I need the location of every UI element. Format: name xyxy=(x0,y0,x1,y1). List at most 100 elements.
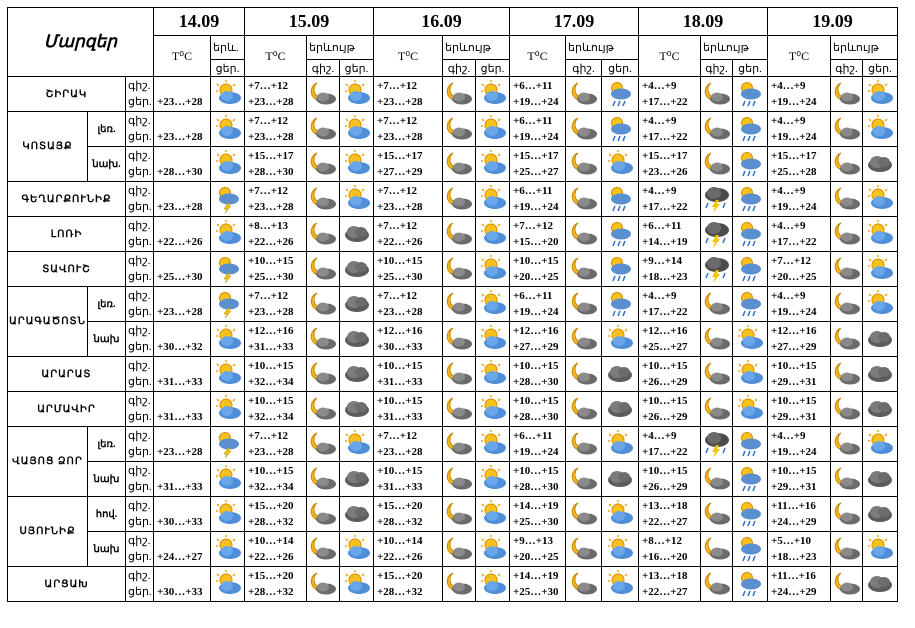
table-row: ԳԵՂԱՐՔՈՒՆԻՔ գիշ. ցեր. +23…+28 +7…+12 +23…+28 +… xyxy=(7,181,898,217)
weather-icon-cell xyxy=(306,391,340,427)
night-temperature: +4…+9 xyxy=(771,290,806,302)
weather-icon-cell xyxy=(339,356,374,392)
temperature-cell: +12…+16 +30…+33 xyxy=(373,321,443,357)
day-label: ցեր. xyxy=(128,236,152,248)
weather-column-header: երևույթ xyxy=(306,35,374,60)
day-temperature: +19…+24 xyxy=(513,201,559,213)
temperature-cell: +7…+12 +23…+28 xyxy=(244,76,307,112)
night-temperature: +10…+15 xyxy=(771,395,817,407)
weather-icon-cell xyxy=(339,496,374,532)
weather-icon-cell xyxy=(210,76,245,112)
weather-icon-cell xyxy=(306,356,340,392)
temperature-cell: +12…+16 +31…+33 xyxy=(244,321,307,357)
moon-cloud-icon xyxy=(834,222,860,245)
day-temperature: +19…+24 xyxy=(771,131,817,143)
region-name: ՇԻՐԱԿ xyxy=(7,76,126,112)
weather-icon-cell xyxy=(862,251,898,287)
weather-icon-cell xyxy=(210,146,245,182)
day-label: ցեր. xyxy=(128,376,152,388)
weather-icon-cell xyxy=(339,251,374,287)
temperature-cell: +10…+15 +26…+29 xyxy=(638,461,701,497)
night-temperature: +15…+20 xyxy=(377,570,423,582)
sun-cloud-icon xyxy=(480,185,506,209)
day-temperature: +23…+28 xyxy=(248,446,294,458)
weather-icon-cell xyxy=(565,76,602,112)
day-label: ցեր. xyxy=(128,96,152,108)
table-row: ԿՈՏԱՅՔ լեռ. գիշ. ցեր. +23…+28 +7…+12 +23…+28 +7… xyxy=(7,111,898,182)
night-label: գիշ. xyxy=(128,395,151,407)
day-temperature: +19…+24 xyxy=(513,96,559,108)
night-day-labels: գիշ. ցեր. xyxy=(125,76,154,112)
temperature-cell: +6…+11 +19…+24 xyxy=(509,286,566,322)
day-temperature: +19…+24 xyxy=(513,131,559,143)
sun-cloud-icon xyxy=(868,220,893,244)
sun-cloud-storm-icon xyxy=(218,187,239,214)
day-temperature: +32…+34 xyxy=(248,411,294,423)
sun-cloud-icon xyxy=(608,150,633,174)
sun-cloud-storm-icon xyxy=(218,257,239,284)
temperature-cell: +10…+15 +20…+25 xyxy=(509,251,566,287)
table-row: ՍՅՈՒՆԻՔ հով. գիշ. ցեր. +30…+33 +15…+20 +28…+32… xyxy=(7,496,898,567)
temperature-cell: +10…+15 +28…+30 xyxy=(509,391,566,427)
moon-cloud-icon xyxy=(310,362,336,385)
night-temperature: +13…+18 xyxy=(642,500,688,512)
weather-icon-cell xyxy=(830,146,863,182)
moon-cloud-icon xyxy=(310,327,336,350)
day-temperature: +23…+28 xyxy=(157,446,203,458)
day-label: ցեր. xyxy=(128,166,152,178)
sun-cloud-icon xyxy=(215,150,241,174)
night-temperature: +7…+12 xyxy=(377,220,418,232)
temperature-cell: +30…+33 xyxy=(153,566,211,602)
day-label: ցեր. xyxy=(128,201,152,213)
temperature-cell: +4…+9 +17…+22 xyxy=(767,216,831,252)
night-temperature: +7…+12 xyxy=(377,80,418,92)
day-label: ցեր. xyxy=(128,481,152,493)
day-temperature: +27…+29 xyxy=(771,341,817,353)
temperature-cell: +7…+12 +23…+28 xyxy=(373,181,443,217)
weather-icon-cell xyxy=(442,251,476,287)
day-label: ցեր. xyxy=(128,271,152,283)
day-label: ցեր. xyxy=(128,306,152,318)
day-temperature: +17…+22 xyxy=(771,236,817,248)
night-day-labels: գիշ. ցեր. xyxy=(125,461,154,497)
temperature-cell: +11…+16 +24…+29 xyxy=(767,566,831,602)
weather-icon-cell xyxy=(700,321,733,357)
subregion-name: նախ. xyxy=(87,146,126,182)
temperature-cell: +7…+12 +23…+28 xyxy=(373,76,443,112)
temperature-cell: +8…+13 +22…+26 xyxy=(244,216,307,252)
moon-cloud-icon xyxy=(571,117,597,140)
weather-icon-cell xyxy=(475,286,510,322)
day-temperature: +29…+31 xyxy=(771,376,817,388)
night-temperature: +10…+15 xyxy=(642,395,688,407)
day-temperature: +22…+26 xyxy=(157,236,203,248)
temperature-cell: +7…+12 +22…+26 xyxy=(373,216,443,252)
temperature-cell: +4…+9 +17…+22 xyxy=(638,76,701,112)
weather-icon-cell xyxy=(732,251,768,287)
night-temperature: +13…+18 xyxy=(642,570,688,582)
day-column-header: ցեր. xyxy=(339,59,374,77)
moon-cloud-icon xyxy=(571,397,597,420)
night-day-labels: գիշ. ցեր. xyxy=(125,426,154,462)
weather-icon-cell xyxy=(732,216,768,252)
day-temperature: +18…+23 xyxy=(642,271,688,283)
temperature-cell: +9…+14 +18…+23 xyxy=(638,251,701,287)
sun-cloud-icon xyxy=(868,255,893,279)
temperature-cell: +10…+15 +29…+31 xyxy=(767,391,831,427)
night-temperature: +10…+15 xyxy=(513,465,559,477)
day-temperature: +19…+24 xyxy=(513,446,559,458)
moon-cloud-icon xyxy=(704,397,730,420)
night-temperature: +9…+13 xyxy=(513,535,554,547)
weather-icon-cell xyxy=(565,496,602,532)
weather-icon-cell xyxy=(475,181,510,217)
temperature-cell: +10…+15 +26…+29 xyxy=(638,356,701,392)
weather-icon-cell xyxy=(442,216,476,252)
temperature-cell: +6…+11 +19…+24 xyxy=(509,111,566,147)
temperature-cell: +15…+17 +28…+30 xyxy=(244,146,307,182)
sun-cloud-icon xyxy=(868,430,893,454)
table-row: ՎԱՅՈՑ ՁՈՐ լեռ. գիշ. ցեր. +23…+28 +7…+12 +23…+2… xyxy=(7,426,898,497)
sun-cloud-rain-icon xyxy=(611,117,631,142)
weather-icon-cell xyxy=(565,111,602,147)
sun-cloud-icon xyxy=(608,535,633,559)
sun-cloud-rain-icon xyxy=(611,187,631,212)
night-label: գիշ. xyxy=(128,115,151,127)
